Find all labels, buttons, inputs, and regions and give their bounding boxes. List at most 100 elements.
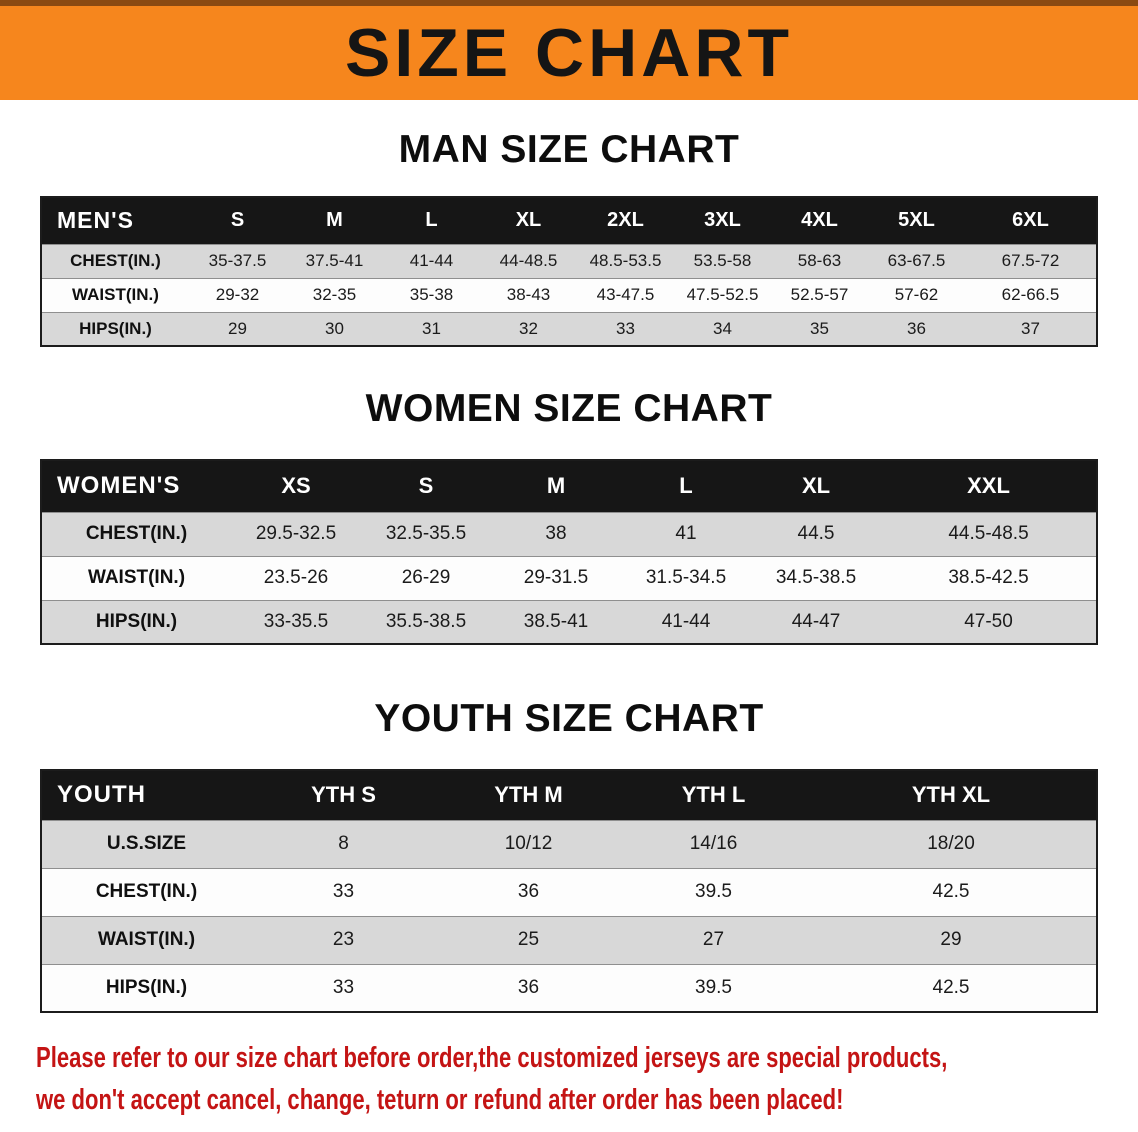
disclaimer-line: we don't accept cancel, change, teturn o… [36,1084,844,1116]
women-size-section: WOMEN SIZE CHART WOMEN'S XS S M L XL XXL CHEST(… [0,387,1138,645]
size-value: 42.5 [932,976,970,998]
size-value: 47-50 [964,610,1013,632]
row-label: CHEST(IN.) [95,881,198,902]
size-column-header: YTH XL [806,770,1097,820]
size-value: 23 [332,929,355,950]
size-value: 41-44 [661,610,711,632]
size-value: 39.5 [695,976,732,998]
size-value: 38-43 [506,285,551,304]
size-value: 33 [616,318,635,338]
size-value: 32.5-35.5 [385,523,467,544]
size-value: 25 [517,929,540,950]
size-value: 29-32 [215,285,260,304]
size-value: 42.5 [932,881,970,902]
row-label: CHEST(IN.) [70,251,161,270]
size-value: 58-63 [797,251,842,270]
size-column-header: YTH L [621,770,806,820]
size-value: 33-35.5 [263,610,329,632]
size-value: 37.5-41 [305,251,364,270]
size-column-header: 3XL [674,197,771,244]
size-column-header: XL [480,197,577,244]
size-column-header: 6XL [965,197,1097,244]
size-value: 10/12 [504,833,553,854]
size-value: 38.5-42.5 [948,567,1029,588]
size-value: 47.5-52.5 [686,285,759,304]
disclaimer-text-block: Please refer to our size chart before or… [36,1037,1100,1121]
size-value: 44-48.5 [499,251,558,270]
size-value: 41-44 [409,251,454,270]
size-value: 29 [940,929,962,950]
disclaimer-line: Please refer to our size chart before or… [36,1042,948,1074]
size-value: 31.5-34.5 [645,567,727,588]
table-header-row: WOMEN'S XS S M L XL XXL [41,460,1097,512]
size-column-header: XL [751,460,881,512]
size-value: 57-62 [894,285,939,304]
size-value: 35 [810,318,829,338]
table-title-cell: WOMEN'S [41,460,231,512]
size-value: 41 [675,523,697,544]
youth-size-section: YOUTH SIZE CHART YOUTH YTH S YTH M YTH L YTH… [0,697,1138,1013]
size-column-header: M [286,197,383,244]
size-value: 29 [228,318,247,338]
row-label: HIPS(IN.) [79,318,152,338]
table-header-row: YOUTH YTH S YTH M YTH L YTH XL [41,770,1097,820]
size-column-header: M [491,460,621,512]
table-row: CHEST(IN.) 35-37.5 37.5-41 41-44 44-48.5 48.5… [41,244,1097,278]
size-value: 14/16 [689,833,738,854]
size-column-header: 2XL [577,197,674,244]
table-header-row: MEN'S S M L XL 2XL 3XL 4XL 5XL 6XL [41,197,1097,244]
size-value: 44.5 [797,523,835,544]
table-title-cell: MEN'S [41,197,189,244]
size-value: 32 [519,318,538,338]
page-title: SIZE CHART [345,15,793,91]
size-value: 37 [1021,318,1040,338]
size-value: 39.5 [695,881,732,902]
size-column-header: 5XL [868,197,965,244]
size-value: 34 [713,318,732,338]
row-label: U.S.SIZE [106,833,187,854]
size-value: 33 [332,881,355,902]
size-value: 36 [907,318,926,338]
table-row: WAIST(IN.) 23 25 27 29 [41,916,1097,964]
table-row: U.S.SIZE 8 10/12 14/16 18/20 [41,820,1097,868]
row-label: HIPS(IN.) [105,976,188,998]
size-column-header: XXL [881,460,1097,512]
row-label: WAIST(IN.) [87,567,186,588]
size-value: 32-35 [312,285,357,304]
size-value: 38.5-41 [523,610,589,632]
size-value: 27 [702,929,725,950]
table-row: CHEST(IN.) 29.5-32.5 32.5-35.5 38 41 44.5 44.5… [41,512,1097,556]
size-value: 35-38 [409,285,454,304]
size-value: 30 [325,318,344,338]
size-column-header: XS [231,460,361,512]
size-value: 44-47 [791,610,841,632]
size-value: 38 [545,523,567,544]
size-value: 18/20 [927,833,975,854]
size-value: 62-66.5 [1001,285,1060,304]
size-value: 26-29 [401,567,451,588]
size-value: 34.5-38.5 [775,567,857,588]
row-label: CHEST(IN.) [85,523,188,544]
table-title-cell: YOUTH [41,770,251,820]
row-label: WAIST(IN.) [97,929,196,950]
size-column-header: S [361,460,491,512]
table-row: WAIST(IN.) 23.5-26 26-29 29-31.5 31.5-34.5 34… [41,556,1097,600]
size-value: 8 [338,833,349,854]
size-value: 29-31.5 [523,567,589,588]
size-value: 35-37.5 [208,251,267,270]
table-row: HIPS(IN.) 33 36 39.5 42.5 [41,964,1097,1012]
row-label: WAIST(IN.) [72,285,159,304]
size-column-header: S [189,197,286,244]
size-column-header: L [621,460,751,512]
size-column-header: L [383,197,480,244]
size-value: 31 [422,318,441,338]
size-value: 33 [332,976,355,998]
disclaimer: Please refer to our size chart before or… [0,1037,1138,1121]
men-size-section: MAN SIZE CHART MEN'S S M L XL 2XL 3XL 4XL 5XL 6XL… [0,128,1138,347]
size-value: 52.5-57 [790,285,849,304]
title-banner: SIZE CHART [0,0,1138,100]
size-value: 67.5-72 [1001,251,1060,270]
size-column-header: YTH M [436,770,621,820]
table-row: CHEST(IN.) 33 36 39.5 42.5 [41,868,1097,916]
